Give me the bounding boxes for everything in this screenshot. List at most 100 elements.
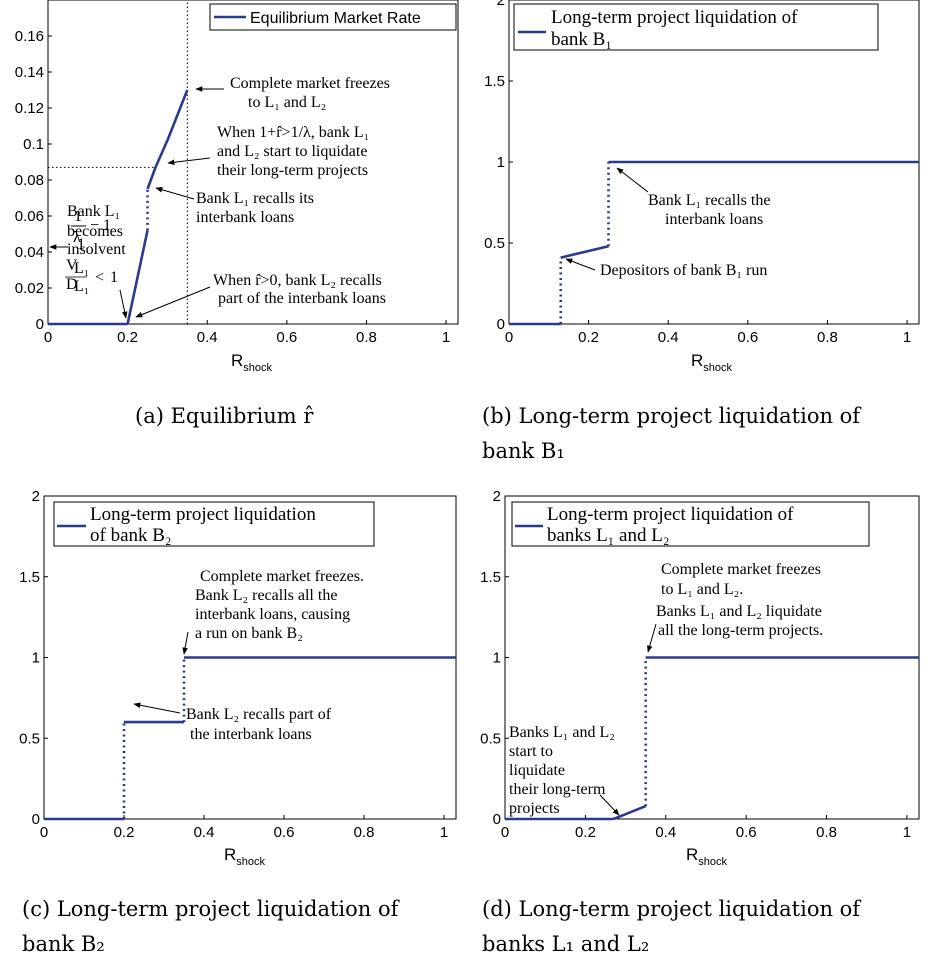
legend-box [513, 3, 879, 51]
x-tick-label: 0 [505, 329, 513, 346]
legend-label-line2: of bank B₂ [90, 525, 172, 546]
series-liquidation-l1-l2 [505, 656, 919, 821]
caption-d-line1: (d) Long-term project liquidation of [482, 897, 862, 921]
ann-a-2: to L₁ and L₂ [248, 94, 326, 111]
ann-a-5: their long-term projects [217, 162, 368, 179]
x-tick-label: 1 [440, 824, 448, 841]
ann-d-6: start to [509, 743, 553, 760]
y-tick-label: 1 [497, 154, 505, 171]
y-tick-label: 0.08 [15, 172, 44, 189]
ann-arrow-freeze [182, 631, 189, 655]
x-tick-label: 0.6 [276, 329, 297, 346]
ann-a-1: Complete market freezes [230, 75, 390, 92]
ann-arrow-start [599, 794, 620, 816]
legend-label-line2: banks L₁ and L₂ [547, 525, 669, 546]
x-tick-label: 0.2 [578, 329, 599, 346]
ann-minus-one: − 1 [90, 217, 111, 234]
ann-b-3: Depositors of bank B₁ run [600, 262, 767, 279]
ann-a-6: Bank L₁ recalls its [196, 190, 314, 207]
series-segment [613, 804, 647, 821]
x-tick-label: 0.8 [354, 824, 375, 841]
ann-a-11: becomes [67, 223, 123, 240]
axis-ticks: 0 0.2 0.4 0.6 0.8 1 0 0.02 0.04 0.06 0.08 0.1 0.12 0.… [15, 28, 450, 346]
ann-arrow-recall [155, 187, 195, 200]
ann-arrow-liquidate [167, 157, 211, 166]
x-tick-label: 0.6 [274, 824, 295, 841]
y-tick-label: 0 [497, 316, 505, 333]
legend-box [209, 3, 457, 31]
ann-arrow-freeze [647, 623, 657, 653]
x-tick-label: 0.8 [816, 824, 837, 841]
legend-label: Equilibrium Market Rate [250, 10, 421, 27]
y-tick-label: 2 [497, 0, 505, 9]
x-tick-label: 0.4 [658, 329, 679, 346]
legend-label-line1: Long-term project liquidation [90, 504, 316, 525]
panel-d-liquidation-l1-l2: 0 0.2 0.4 0.6 0.8 1 0 0.5 1 1.5 2 Long-term projec… [480, 488, 920, 868]
y-tick-label: 0.14 [15, 64, 44, 81]
legend-box [53, 501, 375, 547]
y-tick-label: 0.04 [15, 244, 44, 261]
x-axis-label: Rshock [691, 351, 733, 374]
y-tick-label: 0.16 [15, 28, 44, 45]
plot-frame [47, 0, 459, 325]
series-segment [560, 244, 609, 259]
ann-lambda-den: λ [73, 229, 81, 246]
legend-label-line2: bank B₁ [551, 29, 612, 50]
x-tick-label: 0.8 [356, 329, 377, 346]
caption-b-line1: (b) Long-term project liquidation of [482, 404, 862, 428]
y-tick-label: 1.5 [484, 73, 505, 90]
y-tick-label: 0.12 [15, 100, 44, 117]
legend: Long-term project liquidation of banks L… [511, 501, 870, 547]
legend-label-line1: Long-term project liquidation of [547, 504, 794, 525]
ann-d-8: their long-term [509, 781, 606, 798]
ann-d-2: to L₁ and L₂. [661, 581, 743, 598]
panel-a-equilibrium-rate: 0 0.2 0.4 0.6 0.8 1 0 0.02 0.04 0.06 0.08 0.1 0.12 0.… [15, 0, 459, 374]
ann-a-10: Bank L₁ [67, 203, 120, 220]
ann-c-1: Complete market freezes. [200, 568, 364, 585]
ann-lambda-num: 1 [74, 208, 82, 225]
series-segment [146, 89, 189, 190]
panel-b-liquidation-b1: 0 0.2 0.4 0.6 0.8 1 0 0.5 1 1.5 2 Long-term projec… [484, 0, 920, 374]
ann-d-4: all the long-term projects. [658, 622, 823, 639]
panel-c-liquidation-b2: 0 0.2 0.4 0.6 0.8 1 0 0.5 1 1.5 2 Long-term projec… [19, 488, 457, 868]
x-tick-label: 0.4 [655, 824, 676, 841]
ann-c-5: Bank L₂ recalls part of [186, 706, 332, 723]
y-tick-label: 0.02 [15, 280, 44, 297]
x-tick-label: 0.8 [817, 329, 838, 346]
x-axis-label: Rshock [231, 351, 273, 374]
ann-b-1: Bank L₁ recalls the [648, 192, 770, 209]
x-tick-label: 1 [903, 824, 911, 841]
series-liquidation-b1 [509, 160, 919, 326]
ann-a-4: and L₂ start to liquidate [217, 143, 367, 160]
axis-ticks: 0 0.2 0.4 0.6 0.8 1 0 0.5 1 1.5 2 [480, 488, 911, 841]
x-tick-label: 1 [442, 329, 450, 346]
ann-a-15: D [66, 276, 78, 293]
caption-c-line2: bank B₂ [22, 932, 105, 956]
x-tick-label: 0.4 [197, 329, 218, 346]
x-axis-label: Rshock [224, 845, 266, 868]
legend: Equilibrium Market Rate [209, 3, 457, 31]
y-tick-label: 0.5 [484, 235, 505, 252]
ann-b-2: interbank loans [665, 211, 763, 228]
ann-a-8: When r̂>0, bank L₂ recalls [213, 272, 382, 289]
ann-d-5: Banks L₁ and L₂ [509, 724, 615, 741]
legend: Long-term project liquidation of bank B₁ [513, 3, 879, 51]
y-tick-label: 1.5 [480, 569, 501, 586]
x-tick-label: 0.2 [114, 824, 135, 841]
x-axis-label: Rshock [686, 845, 728, 868]
axis-ticks: 0 0.2 0.4 0.6 0.8 1 0 0.5 1 1.5 2 [484, 0, 911, 346]
ann-a-9: part of the interbank loans [218, 290, 386, 307]
ann-a-7: interbank loans [196, 209, 294, 226]
y-tick-label: 0.1 [23, 136, 44, 153]
ann-arrow-insolvent [119, 289, 128, 319]
legend-label-line1: Long-term project liquidation of [551, 7, 798, 28]
y-tick-label: 1.5 [19, 569, 40, 586]
ann-frac-num: 1 [77, 236, 85, 253]
caption-a: (a) Equilibrium r̂ [135, 404, 314, 428]
ann-arrow-partial [133, 702, 181, 714]
ann-arrow-recall [616, 167, 649, 193]
series-equilibrium-market-rate [48, 0, 189, 326]
axis-ticks: 0 0.2 0.4 0.6 0.8 1 0 0.5 1 1.5 2 [19, 488, 448, 841]
ann-d-9: projects [509, 800, 560, 817]
